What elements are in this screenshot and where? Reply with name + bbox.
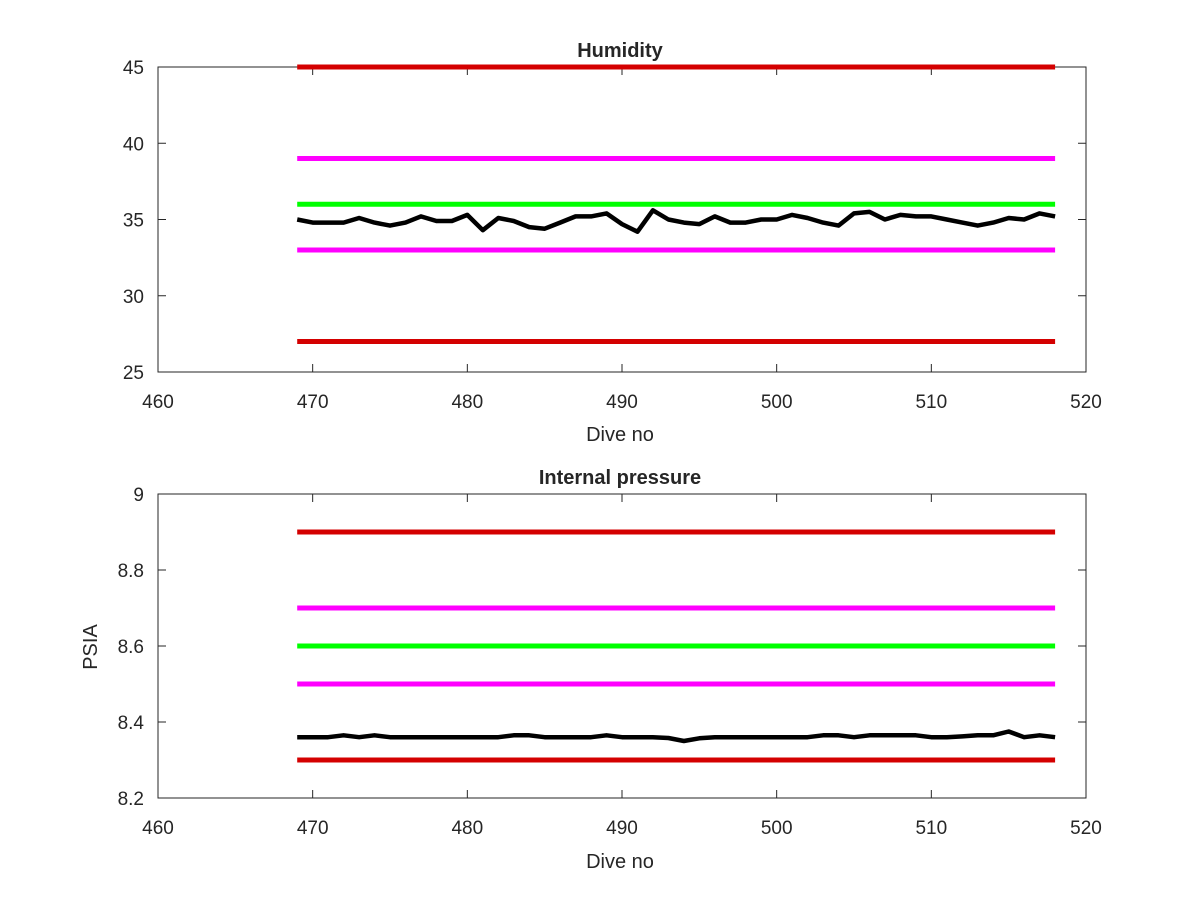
internal-pressure-x-axis-label: Dive no	[586, 851, 654, 873]
humidity-x-tick-label: 490	[606, 392, 638, 413]
humidity-x-tick-label: 460	[142, 392, 174, 413]
humidity-axes-box	[157, 66, 1087, 373]
humidity-y-tick-label: 40	[123, 134, 144, 155]
humidity-title: Humidity	[577, 40, 663, 62]
internal-pressure-y-axis-label: PSIA	[80, 624, 102, 670]
internal-pressure-x-tick-label: 520	[1070, 818, 1102, 839]
humidity-x-tick-label: 480	[451, 392, 483, 413]
humidity-measured-line	[296, 208, 1056, 234]
internal-pressure-title: Internal pressure	[539, 467, 701, 489]
humidity-x-tick-label: 520	[1070, 392, 1102, 413]
internal-pressure-x-tick-label: 490	[606, 818, 638, 839]
humidity-y-tick-label: 45	[123, 58, 144, 79]
internal-pressure-y-tick-label: 9	[133, 485, 144, 506]
internal-pressure-x-tick-label: 470	[297, 818, 329, 839]
humidity-y-tick-label: 35	[123, 211, 144, 232]
humidity-x-tick-label: 510	[915, 392, 947, 413]
internal-pressure-x-tick-label: 500	[761, 818, 793, 839]
internal-pressure-y-tick-label: 8.8	[118, 561, 144, 582]
internal-pressure-x-tick-label: 510	[915, 818, 947, 839]
internal-pressure-y-tick-label: 8.6	[118, 637, 144, 658]
humidity-y-tick-label: 25	[123, 363, 144, 384]
humidity-x-tick-label: 500	[761, 392, 793, 413]
internal-pressure-x-tick-label: 480	[451, 818, 483, 839]
humidity-x-axis-label: Dive no	[586, 424, 654, 446]
humidity-y-tick-label: 30	[123, 287, 144, 308]
humidity-x-tick-label: 470	[297, 392, 329, 413]
internal-pressure-x-tick-label: 460	[142, 818, 174, 839]
humidity-plot: 460 470 480 490 500 510 520 25 30 35 40 45 Humidity D…	[123, 40, 1102, 446]
internal-pressure-measured-line	[297, 729, 1056, 744]
internal-pressure-plot: 460 470 480 490 500 510 520 8.2 8.4 8.6 8.8 9 Intern…	[80, 467, 1102, 873]
internal-pressure-y-tick-label: 8.2	[118, 789, 144, 810]
internal-pressure-y-tick-label: 8.4	[118, 713, 145, 734]
